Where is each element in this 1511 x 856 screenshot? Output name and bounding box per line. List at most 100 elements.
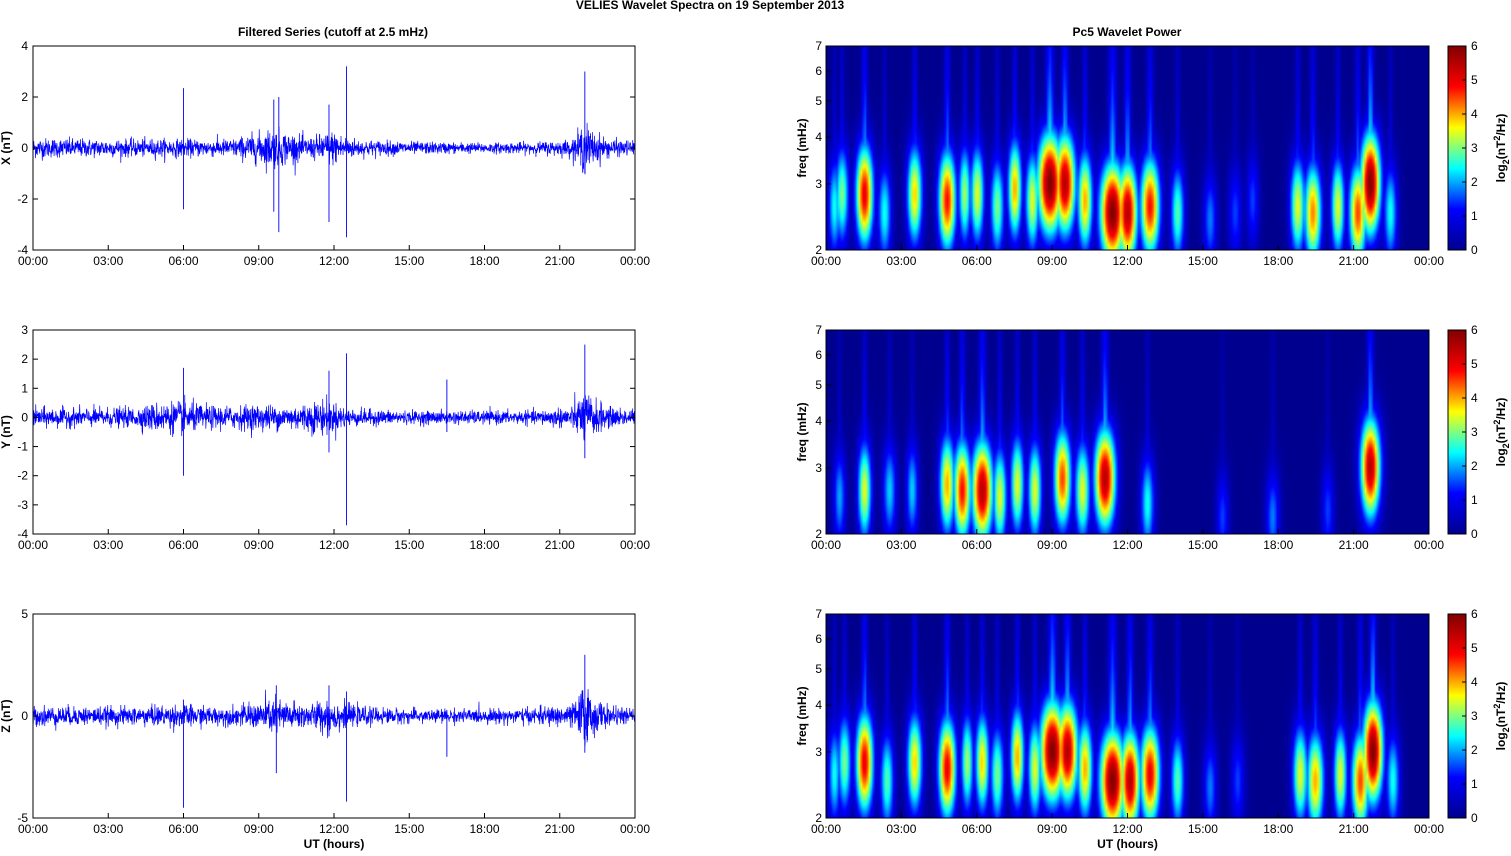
series-ytick-label-x: -4 (17, 243, 28, 257)
wavelet-ytick-label-y: 2 (815, 527, 822, 541)
series-xtick-label-z: 09:00 (244, 822, 274, 836)
colorbar-tick-label-x: 5 (1471, 73, 1478, 87)
wavelet-xtick-label-y: 12:00 (1112, 538, 1142, 552)
wavelet-ytick-label-x: 7 (815, 39, 822, 53)
series-ytick-label-x: -2 (17, 192, 28, 206)
wavelet-ylabel-y: freq (mHz) (795, 402, 809, 461)
wavelet-xtick-label-y: 21:00 (1339, 538, 1369, 552)
series-trace-z (32, 689, 636, 747)
series-xtick-label-x: 15:00 (394, 254, 424, 268)
colorbar-tick-label-y: 2 (1471, 459, 1478, 473)
colorbar-tick-label-x: 2 (1471, 175, 1478, 189)
wavelet-xtick-label-z: 18:00 (1263, 822, 1293, 836)
wavelet-xtick-label-x: 06:00 (962, 254, 992, 268)
left-column-title: Filtered Series (cutoff at 2.5 mHz) (238, 25, 428, 39)
series-xtick-label-z: 03:00 (93, 822, 123, 836)
series-xtick-label-x: 06:00 (168, 254, 198, 268)
series-ytick-label-y: -4 (17, 527, 28, 541)
colorbar-tick-label-y: 6 (1471, 323, 1478, 337)
series-ytick-label-y: 2 (21, 352, 28, 366)
series-ytick-label-y: 0 (21, 410, 28, 424)
series-ytick-label-y: 1 (21, 381, 28, 395)
wavelet-xtick-label-y: 00:00 (811, 538, 841, 552)
wavelet-power-image-x (826, 46, 1429, 250)
colorbar-tick-label-z: 1 (1471, 777, 1478, 791)
colorbar-label-y: log2(nT2/Hz) (1492, 398, 1511, 467)
colorbar-tick-label-x: 3 (1471, 141, 1478, 155)
wavelet-xtick-label-x: 00:00 (811, 254, 841, 268)
series-ytick-label-x: 0 (21, 141, 28, 155)
colorbar-tick-label-y: 4 (1471, 391, 1478, 405)
wavelet-xtick-label-z: 12:00 (1112, 822, 1142, 836)
series-ytick-label-y: -3 (17, 498, 28, 512)
series-xtick-label-z: 21:00 (545, 822, 575, 836)
colorbar-tick-label-z: 0 (1471, 811, 1478, 825)
series-xtick-label-y: 03:00 (93, 538, 123, 552)
colorbar-x: 0 1 2 3 4 5 6 log2(nT2/Hz) (1447, 39, 1511, 257)
series-ytick-label-x: 4 (21, 39, 28, 53)
series-xtick-label-z: 00:00 (620, 822, 650, 836)
series-panel-y: -4 -3 -2 -1 0 1 2 3 Y (nT) (0, 323, 636, 541)
wavelet-xtick-label-x: 00:00 (1414, 254, 1444, 268)
series-trace-y (32, 392, 636, 441)
wavelet-xtick-label-x: 12:00 (1112, 254, 1142, 268)
figure-title: VELIES Wavelet Spectra on 19 September 2… (576, 0, 845, 12)
wavelet-ytick-label-z: 6 (815, 632, 822, 646)
wavelet-ytick-label-x: 3 (815, 177, 822, 191)
wavelet-ytick-label-y: 7 (815, 323, 822, 337)
series-ylabel-z: Z (nT) (0, 699, 13, 732)
colorbar-tick-label-z: 2 (1471, 743, 1478, 757)
wavelet-ytick-label-z: 5 (815, 662, 822, 676)
colorbar-tick-label-z: 4 (1471, 675, 1478, 689)
colorbar-z: 0 1 2 3 4 5 6 log2(nT2/Hz) (1447, 607, 1511, 825)
wavelet-xtick-label-z: 15:00 (1188, 822, 1218, 836)
colorbar-label-z: log2(nT2/Hz) (1492, 682, 1511, 751)
wavelet-xtick-label-x: 09:00 (1037, 254, 1067, 268)
series-xtick-label-y: 15:00 (394, 538, 424, 552)
colorbar-tick-label-x: 1 (1471, 209, 1478, 223)
wavelet-power-image-z (826, 614, 1429, 818)
series-xtick-label-y: 12:00 (319, 538, 349, 552)
wavelet-ytick-label-z: 2 (815, 811, 822, 825)
series-ytick-label-y: 3 (21, 323, 28, 337)
wavelet-ytick-label-y: 4 (815, 414, 822, 428)
series-xlabel: UT (hours) (304, 837, 365, 851)
wavelet-ylabel-x: freq (mHz) (795, 118, 809, 177)
wavelet-ytick-label-x: 5 (815, 94, 822, 108)
wavelet-xtick-label-y: 15:00 (1188, 538, 1218, 552)
series-panel-x: -4 -2 0 2 4 X (nT) (0, 39, 636, 257)
wavelet-ytick-label-x: 6 (815, 64, 822, 78)
series-xtick-label-z: 00:00 (18, 822, 48, 836)
series-xtick-label-x: 12:00 (319, 254, 349, 268)
series-ytick-label-y: -1 (17, 440, 28, 454)
wavelet-ytick-label-z: 4 (815, 698, 822, 712)
colorbar-tick-label-z: 3 (1471, 709, 1478, 723)
colorbar-tick-label-z: 6 (1471, 607, 1478, 621)
series-xtick-label-z: 18:00 (469, 822, 499, 836)
series-xtick-label-x: 18:00 (469, 254, 499, 268)
series-ytick-label-x: 2 (21, 90, 28, 104)
wavelet-xtick-label-z: 03:00 (886, 822, 916, 836)
wavelet-ytick-label-y: 3 (815, 461, 822, 475)
colorbar-y: 0 1 2 3 4 5 6 log2(nT2/Hz) (1447, 323, 1511, 541)
wavelet-xtick-label-x: 18:00 (1263, 254, 1293, 268)
wavelet-power-image-y (826, 330, 1429, 534)
wavelet-xtick-label-y: 00:00 (1414, 538, 1444, 552)
wavelet-xtick-label-z: 00:00 (1414, 822, 1444, 836)
wavelet-ytick-label-x: 4 (815, 130, 822, 144)
wavelet-ytick-label-z: 3 (815, 745, 822, 759)
wavelet-ytick-label-y: 6 (815, 348, 822, 362)
series-ylabel-y: Y (nT) (0, 415, 13, 449)
series-xtick-label-x: 03:00 (93, 254, 123, 268)
wavelet-xtick-label-z: 00:00 (811, 822, 841, 836)
series-xtick-label-z: 06:00 (168, 822, 198, 836)
colorbar-tick-label-x: 0 (1471, 243, 1478, 257)
wavelet-xtick-label-z: 09:00 (1037, 822, 1067, 836)
series-ylabel-x: X (nT) (0, 131, 13, 165)
colorbar-tick-label-x: 4 (1471, 107, 1478, 121)
wavelet-ytick-label-y: 5 (815, 378, 822, 392)
colorbar-tick-label-z: 5 (1471, 641, 1478, 655)
